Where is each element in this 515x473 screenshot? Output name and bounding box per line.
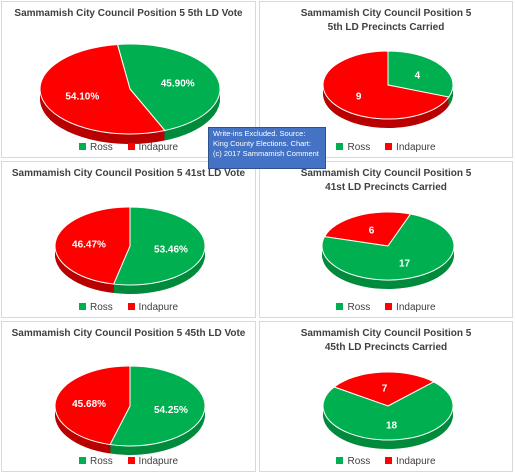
pie-chart: 6 17 — [321, 211, 455, 289]
data-label-ross: 17 — [399, 259, 411, 270]
legend-label-indapure: Indapure — [138, 456, 179, 467]
chart-title: Sammamish City Council Position 5 5th LD… — [300, 8, 472, 33]
legend-swatch-ross — [336, 303, 344, 310]
data-label-indapure: 45.68% — [72, 399, 106, 410]
pie-chart: 49 — [322, 50, 454, 128]
data-label-indapure: 6 — [369, 225, 375, 236]
legend-swatch-indapure — [385, 303, 393, 310]
panel-5th-ld-vote: Sammamish City Council Position 5 5th LD… — [1, 1, 256, 158]
pie-chart: 7 18 — [322, 371, 454, 449]
legend-label-indapure: Indapure — [396, 302, 436, 313]
legend-item-indapure: Indapure — [127, 456, 179, 467]
chart-title: Sammamish City Council Position 5 41st L… — [300, 168, 472, 193]
data-label-indapure: 54.10% — [65, 92, 99, 103]
legend-swatch-ross — [78, 457, 86, 464]
legend-item-indapure: Indapure — [127, 142, 179, 153]
legend-item-ross: Ross — [78, 142, 113, 153]
legend-item-indapure: Indapure — [385, 456, 436, 467]
chart-title: Sammamish City Council Position 5 5th LD… — [14, 8, 243, 19]
chart-title: Sammamish City Council Position 5 45th L… — [11, 328, 246, 339]
legend-item-indapure: Indapure — [385, 142, 436, 153]
legend-swatch-indapure — [385, 457, 393, 464]
data-label-ross: 53.46% — [154, 244, 188, 255]
legend-label-ross: Ross — [347, 456, 371, 467]
legend-swatch-ross — [336, 457, 344, 464]
legend-swatch-indapure — [127, 143, 135, 150]
panel-45th-ld-vote: Sammamish City Council Position 5 45th L… — [1, 321, 256, 472]
legend: Ross Indapure — [260, 142, 512, 153]
data-label-ross: 54.25% — [154, 405, 188, 416]
pie-slice-ross — [322, 381, 454, 441]
source-note: Write-ins Excluded. Source: King County … — [208, 127, 326, 169]
pie-chart: 45.90% 54.10% — [39, 43, 221, 145]
legend: Ross Indapure — [260, 302, 512, 313]
legend-label-indapure: Indapure — [138, 302, 179, 313]
legend-item-ross: Ross — [78, 456, 113, 467]
pie-slice-indapure — [333, 371, 435, 407]
legend-item-indapure: Indapure — [127, 302, 179, 313]
pie-slice-ross — [109, 365, 206, 447]
legend-label-ross: Ross — [347, 142, 371, 153]
data-label-indapure: 46.47% — [72, 240, 106, 251]
data-label-ross: 45.90% — [161, 78, 195, 89]
pie-slice-indapure — [39, 43, 166, 135]
chart-title: Sammamish City Council Position 5 45th L… — [300, 328, 472, 353]
panel-41st-ld-precincts: Sammamish City Council Position 5 41st L… — [259, 161, 513, 318]
legend-swatch-indapure — [385, 143, 393, 150]
legend-label-ross: Ross — [347, 302, 371, 313]
data-label-ross: 4 — [415, 70, 421, 81]
data-label-indapure: 9 — [356, 92, 362, 103]
legend-label-indapure: Indapure — [396, 456, 436, 467]
legend-swatch-ross — [78, 303, 86, 310]
pie-chart: 54.25% 45.68% — [54, 365, 206, 455]
legend-label-ross: Ross — [89, 142, 113, 153]
legend-item-ross: Ross — [78, 302, 113, 313]
legend-swatch-indapure — [127, 457, 135, 464]
legend-swatch-indapure — [127, 303, 135, 310]
legend: Ross Indapure — [2, 456, 255, 467]
pie-slice-indapure — [323, 211, 412, 247]
legend-item-indapure: Indapure — [385, 302, 436, 313]
pie-slice-indapure — [322, 50, 450, 120]
legend-label-ross: Ross — [89, 302, 113, 313]
legend-label-ross: Ross — [89, 456, 113, 467]
panel-45th-ld-precincts: Sammamish City Council Position 5 45th L… — [259, 321, 513, 472]
pie-slice-ross — [112, 206, 206, 286]
legend-item-ross: Ross — [336, 456, 370, 467]
data-label-indapure: 7 — [382, 383, 388, 394]
legend: Ross Indapure — [2, 302, 255, 313]
pie-slice-ross — [116, 43, 221, 132]
pie-slice-ross — [387, 50, 454, 98]
legend-label-indapure: Indapure — [138, 142, 179, 153]
legend-label-indapure: Indapure — [396, 142, 436, 153]
legend-swatch-ross — [78, 143, 86, 150]
pie-slice-ross — [321, 213, 455, 281]
chart-title: Sammamish City Council Position 5 41st L… — [11, 168, 246, 179]
legend-swatch-ross — [336, 143, 344, 150]
legend-item-ross: Ross — [336, 142, 370, 153]
data-label-ross: 18 — [386, 421, 398, 432]
pie-slice-indapure — [54, 206, 131, 285]
panel-41st-ld-vote: Sammamish City Council Position 5 41st L… — [1, 161, 256, 318]
legend: Ross Indapure — [2, 142, 255, 153]
legend: Ross Indapure — [260, 456, 512, 467]
pie-chart: 53.46% 46.47% — [54, 206, 206, 294]
legend-item-ross: Ross — [336, 302, 370, 313]
pie-slice-indapure — [54, 365, 131, 446]
